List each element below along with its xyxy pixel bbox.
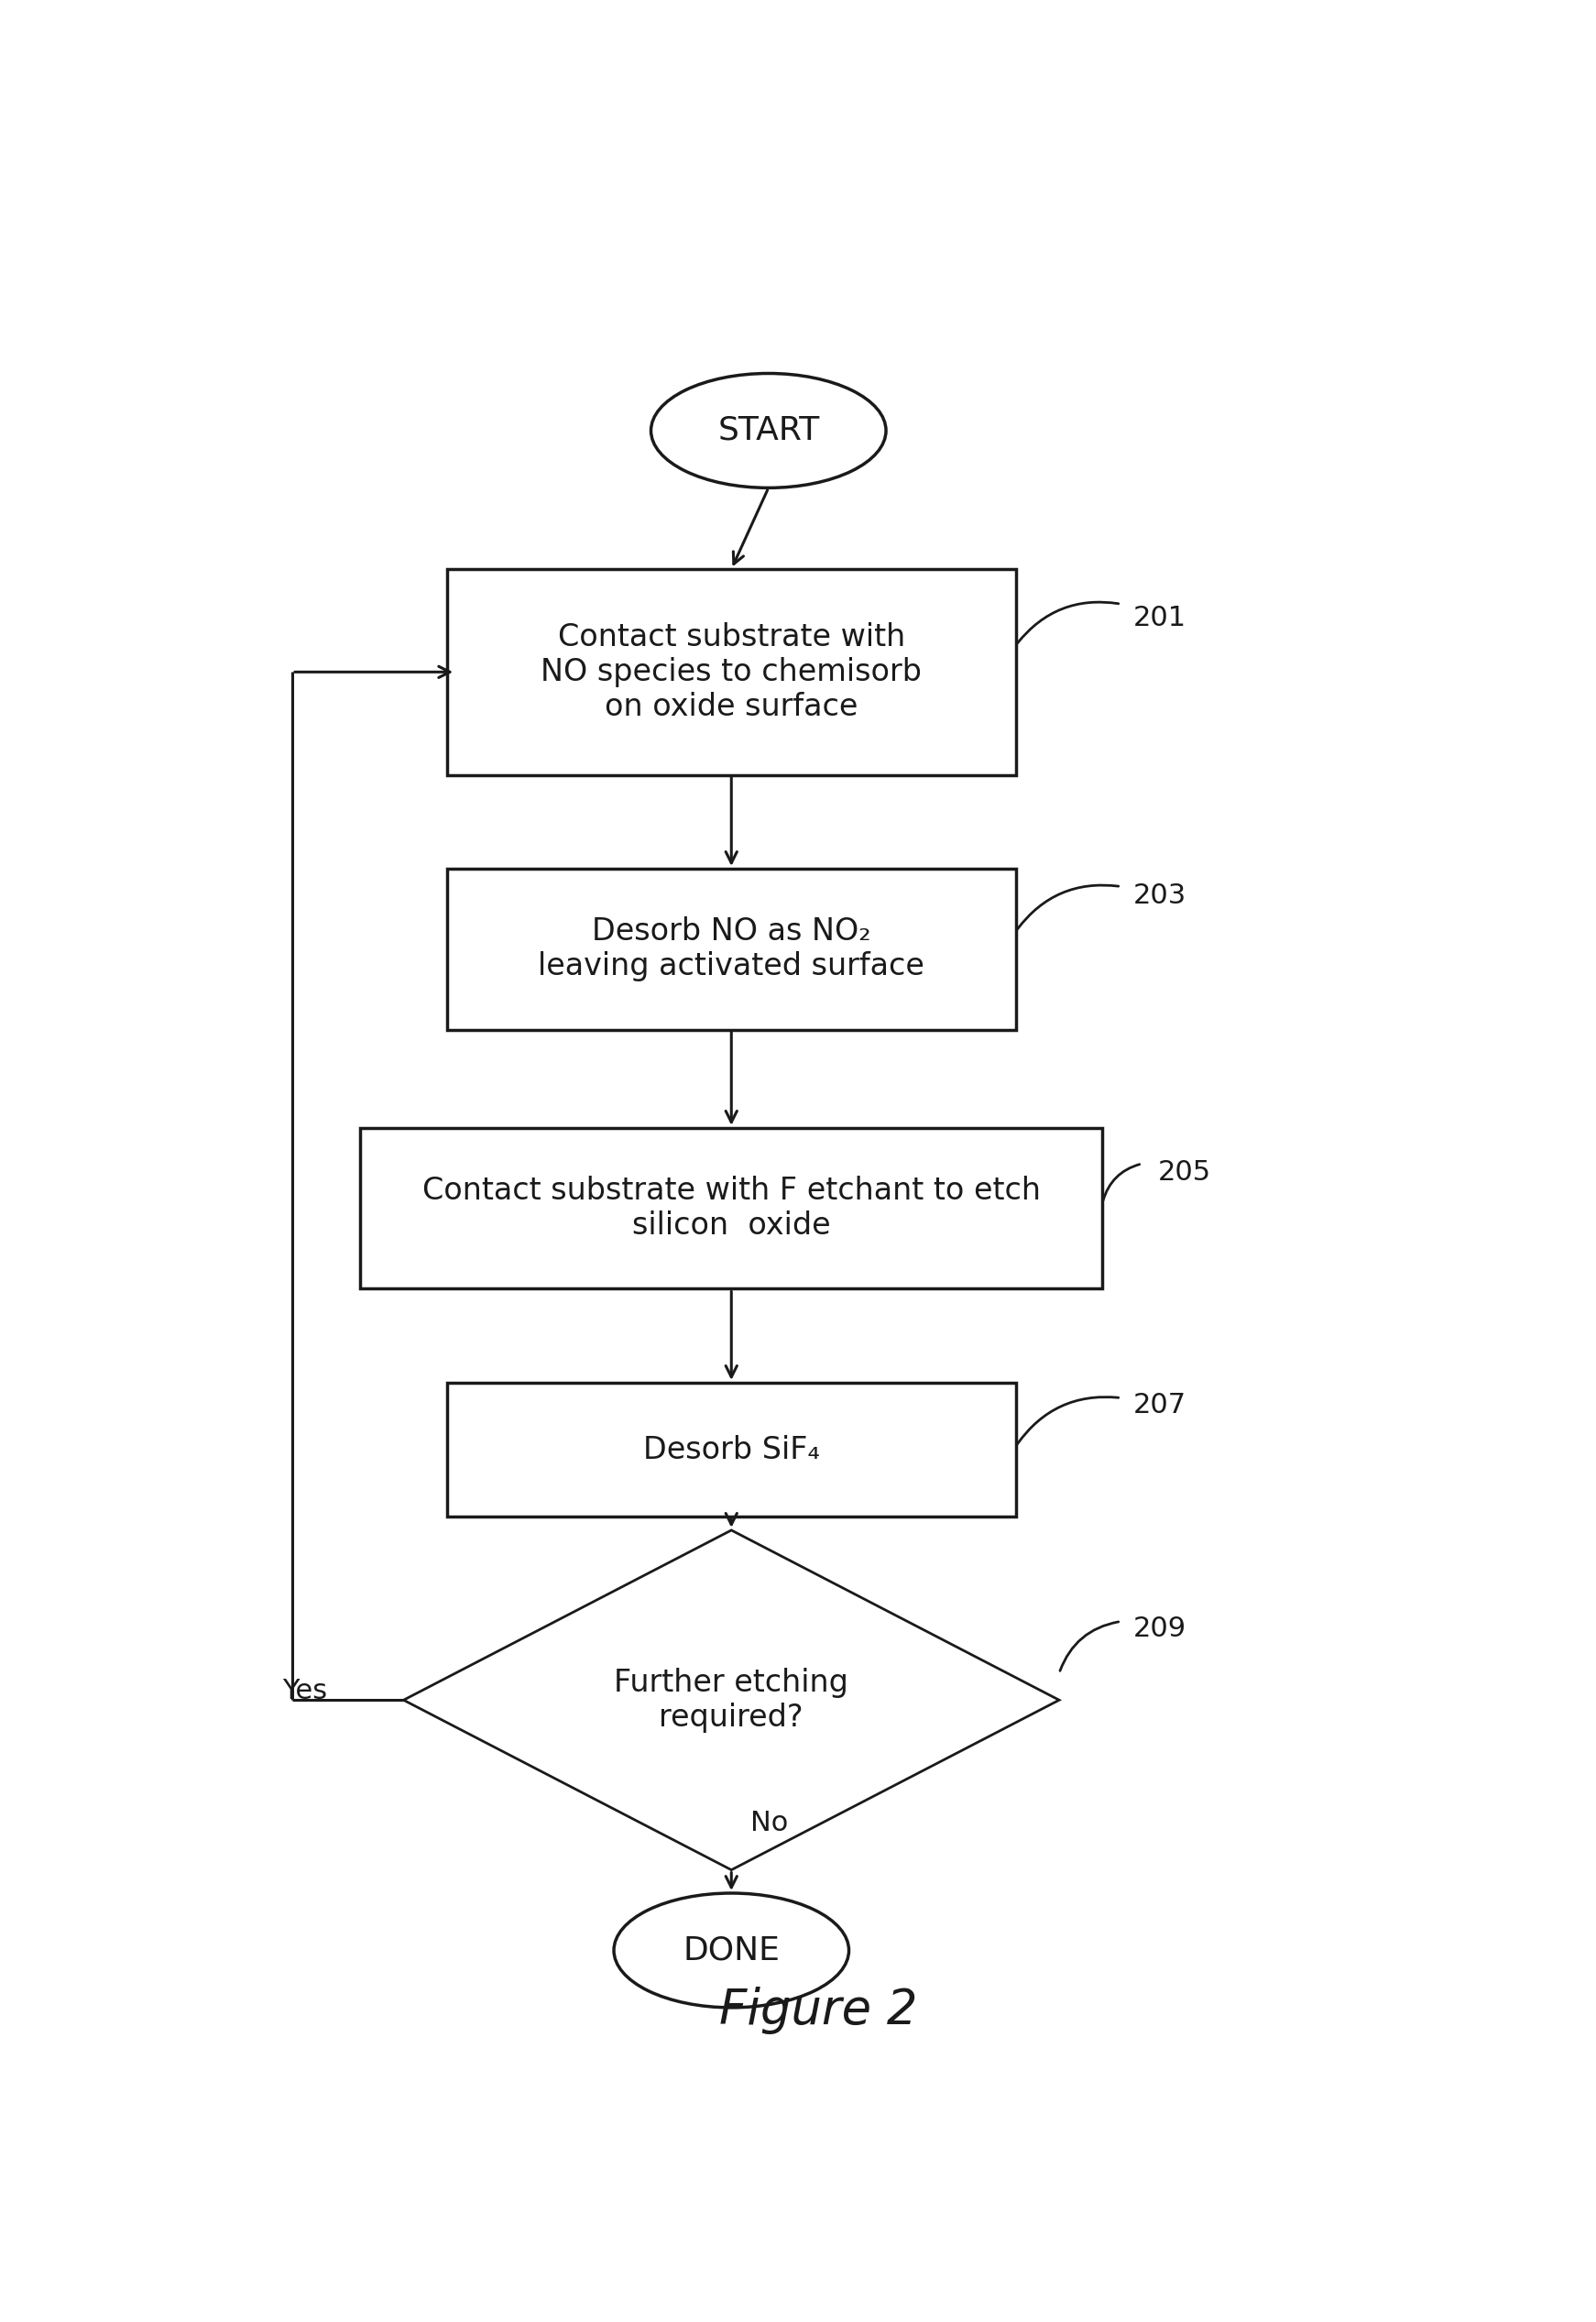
Bar xyxy=(447,569,1015,776)
Text: Desorb SiF₄: Desorb SiF₄ xyxy=(643,1435,820,1465)
Bar xyxy=(447,1382,1015,1516)
Text: 207: 207 xyxy=(1133,1391,1186,1419)
Text: 205: 205 xyxy=(1159,1159,1211,1187)
Text: Contact substrate with F etchant to etch
silicon  oxide: Contact substrate with F etchant to etch… xyxy=(423,1175,1041,1240)
Text: Figure 2: Figure 2 xyxy=(718,1988,918,2034)
Polygon shape xyxy=(404,1530,1060,1869)
Text: 203: 203 xyxy=(1133,882,1187,908)
Bar xyxy=(447,868,1015,1029)
Bar xyxy=(361,1128,1103,1289)
Text: Desorb NO as NO₂
leaving activated surface: Desorb NO as NO₂ leaving activated surfa… xyxy=(538,917,924,982)
Ellipse shape xyxy=(614,1892,849,2009)
Ellipse shape xyxy=(651,374,886,488)
Text: DONE: DONE xyxy=(683,1934,780,1967)
Text: 201: 201 xyxy=(1133,606,1186,632)
Text: 209: 209 xyxy=(1133,1616,1186,1642)
Text: START: START xyxy=(718,416,819,446)
Text: Yes: Yes xyxy=(282,1679,327,1704)
Text: No: No xyxy=(750,1811,788,1837)
Text: Contact substrate with
NO species to chemisorb
on oxide surface: Contact substrate with NO species to che… xyxy=(541,622,922,722)
Text: Further etching
required?: Further etching required? xyxy=(614,1667,849,1732)
